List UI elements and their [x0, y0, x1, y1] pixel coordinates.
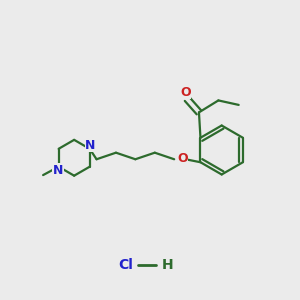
- Text: Cl: Cl: [119, 258, 134, 272]
- Text: N: N: [52, 164, 63, 177]
- Text: H: H: [162, 258, 174, 272]
- Text: O: O: [177, 152, 188, 166]
- Text: O: O: [180, 86, 191, 99]
- Text: N: N: [85, 139, 96, 152]
